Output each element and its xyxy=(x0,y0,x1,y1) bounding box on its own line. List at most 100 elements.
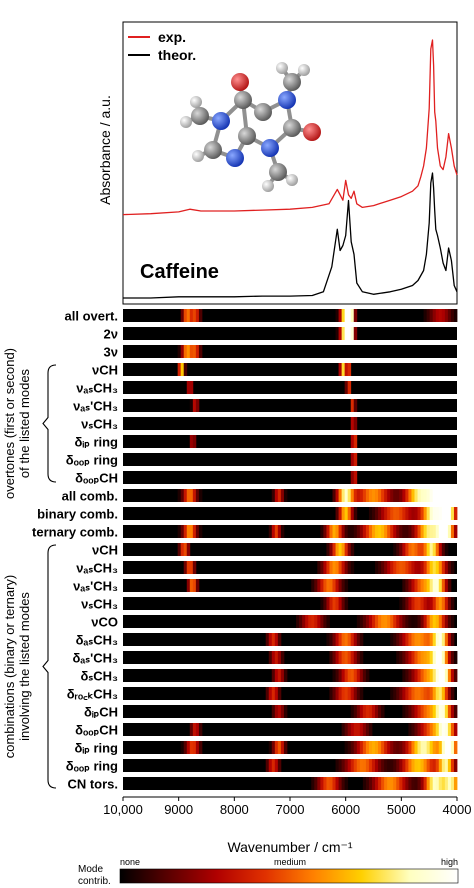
heatmap-cell xyxy=(338,561,343,574)
heatmap-cell xyxy=(435,525,440,538)
heatmap-cell xyxy=(435,687,440,700)
heatmap-cell xyxy=(411,561,415,574)
heatmap-cell xyxy=(393,741,397,754)
heatmap-cell xyxy=(429,561,434,574)
heatmap-row-label: νₐₛCH₃ xyxy=(76,561,118,576)
heatmap-cell xyxy=(450,597,455,610)
heatmap-cell xyxy=(444,615,449,628)
heatmap-cell xyxy=(435,507,440,520)
heatmap-row xyxy=(123,507,458,520)
x-tick-label: 4000 xyxy=(443,802,472,817)
heatmap-cell xyxy=(359,525,364,538)
heatmap-cell xyxy=(438,687,443,700)
heatmap-cell xyxy=(365,741,370,754)
heatmap-cell xyxy=(332,633,336,646)
heatmap-cell xyxy=(387,489,391,502)
heatmap-cell xyxy=(405,561,409,574)
heatmap-row-label: all comb. xyxy=(62,489,118,504)
heatmap-cell xyxy=(265,633,270,646)
heatmap-cell xyxy=(335,525,339,538)
heatmap-cell xyxy=(341,309,346,322)
heatmap-cell xyxy=(447,651,452,664)
heatmap-cell xyxy=(332,651,336,664)
heatmap-row-background xyxy=(123,633,457,646)
heatmap-cell xyxy=(347,507,352,520)
heatmap-cell xyxy=(441,309,446,322)
heatmap-cell xyxy=(444,633,449,646)
heatmap-cell xyxy=(359,687,364,700)
heatmap-cell xyxy=(426,597,431,610)
heatmap-cell xyxy=(408,723,412,736)
heatmap-cell xyxy=(426,615,431,628)
heatmap-cell xyxy=(426,687,431,700)
heatmap-cell xyxy=(268,759,273,772)
heatmap-cell xyxy=(423,561,428,574)
heatmap-row-background xyxy=(123,543,457,556)
heatmap-cell xyxy=(186,525,191,538)
heatmap-cell xyxy=(450,633,455,646)
heatmap-cell xyxy=(408,543,412,556)
legend-label-exp: exp. xyxy=(158,29,186,45)
heatmap-cell xyxy=(402,597,406,610)
heatmap-cell xyxy=(329,597,333,610)
heatmap-cell xyxy=(396,489,400,502)
heatmap-cell xyxy=(353,741,358,754)
heatmap-cell xyxy=(414,615,418,628)
heatmap-cell xyxy=(183,309,188,322)
heatmap-row-label: νCH xyxy=(92,363,118,378)
heatmap-cell xyxy=(408,669,412,682)
heatmap-row-label: δᵢₚCH xyxy=(84,705,118,720)
heatmap-cell xyxy=(335,597,339,610)
heatmap-cell xyxy=(296,615,300,628)
heatmap-cell xyxy=(402,777,406,790)
heatmap-cell xyxy=(417,687,421,700)
heatmap-cell xyxy=(283,705,288,718)
heatmap-cell xyxy=(283,741,288,754)
heatmap-row-background xyxy=(123,579,457,592)
heatmap-cell xyxy=(417,651,421,664)
heatmap-cell xyxy=(444,489,449,502)
heatmap-cell xyxy=(277,741,282,754)
heatmap-cell xyxy=(353,525,358,538)
heatmap-cell xyxy=(192,489,197,502)
x-tick-label: 10,000 xyxy=(103,802,143,817)
heatmap-cell xyxy=(280,741,285,754)
heatmap-cell xyxy=(405,615,409,628)
heatmap-cell xyxy=(350,633,355,646)
heatmap-cell xyxy=(438,561,443,574)
colorbar-label-line2: contrib. xyxy=(78,876,111,887)
heatmap-cell xyxy=(365,723,370,736)
heatmap-cell xyxy=(198,741,203,754)
heatmap-cell xyxy=(368,723,373,736)
heatmap-cell xyxy=(393,561,397,574)
heatmap-cell xyxy=(277,687,282,700)
heatmap-cell xyxy=(423,309,428,322)
heatmap-cell xyxy=(344,327,349,340)
heatmap-cell xyxy=(441,633,446,646)
heatmap-cell xyxy=(356,633,361,646)
heatmap-row xyxy=(123,561,457,574)
heatmap-row-label: δₒₒₚ ring xyxy=(66,759,118,774)
heatmap-cell xyxy=(183,345,188,358)
heatmap-cell xyxy=(408,687,412,700)
heatmap-cell xyxy=(344,741,349,754)
heatmap-cell xyxy=(347,633,352,646)
heatmap-row xyxy=(123,741,458,754)
heatmap-cell xyxy=(320,579,324,592)
heatmap-cell xyxy=(444,687,449,700)
heatmap-cell xyxy=(186,579,191,592)
heatmap-cell xyxy=(426,705,431,718)
heatmap-cell xyxy=(347,723,352,736)
heatmap-cell xyxy=(429,777,434,790)
heatmap-cell xyxy=(180,489,185,502)
heatmap-row-label: νₐₛ'CH₃ xyxy=(73,579,118,594)
heatmap-cell xyxy=(359,651,364,664)
heatmap-cell xyxy=(332,525,336,538)
heatmap-cell xyxy=(408,777,412,790)
heatmap-cell xyxy=(335,543,339,556)
heatmap-cell xyxy=(447,759,452,772)
heatmap-cell xyxy=(411,705,415,718)
heatmap-row-label: 2ν xyxy=(104,327,118,342)
colorbar-tick-medium: medium xyxy=(274,857,306,867)
heatmap-cell xyxy=(438,579,443,592)
